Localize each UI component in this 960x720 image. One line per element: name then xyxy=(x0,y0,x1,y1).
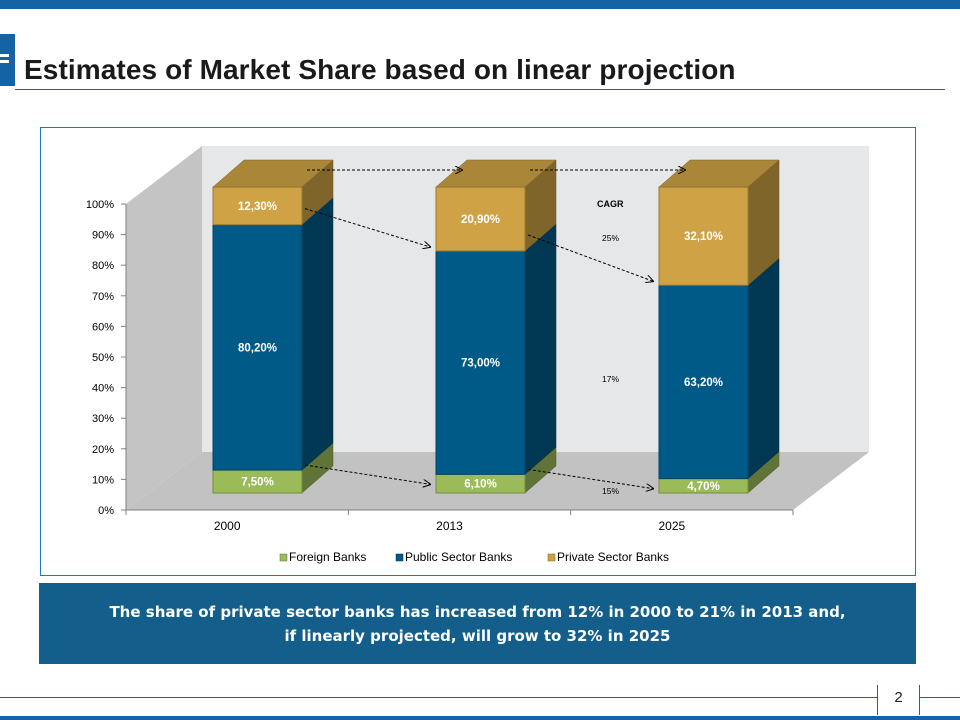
bar-side-face xyxy=(747,257,780,480)
x-axis: 2000 2013 2025 xyxy=(125,509,794,533)
data-label: 6,10% xyxy=(464,479,497,491)
legend-label: Foreign Banks xyxy=(289,550,366,564)
arrow-public xyxy=(527,234,653,281)
legend-label: Public Sector Banks xyxy=(405,550,512,564)
y-tick-label: 50% xyxy=(92,352,114,364)
data-label: 80,20% xyxy=(238,342,277,354)
bar-public-sector-banks-2025: 63,20% xyxy=(658,257,780,480)
chart-legend: Foreign Banks Public Sector Banks Private … xyxy=(279,550,669,564)
data-label: 12,30% xyxy=(238,201,277,213)
summary-callout: The share of private sector banks has in… xyxy=(39,583,916,664)
data-label: 73,00% xyxy=(461,358,500,370)
bar-side-face xyxy=(524,223,557,475)
legend-item-foreign-banks: Foreign Banks xyxy=(279,550,366,564)
trend-arrows xyxy=(304,170,685,489)
title-marker-icon xyxy=(0,34,15,86)
bar-front-face xyxy=(212,224,303,471)
callout-line-2: if linearly projected, will grow to 32% … xyxy=(284,626,671,645)
slide-title: Estimates of Market Share based on linea… xyxy=(24,54,736,85)
data-label: 4,70% xyxy=(687,481,720,493)
data-label: 20,90% xyxy=(461,214,500,226)
bar-private-sector-banks-2000: 12,30% xyxy=(212,159,334,226)
data-label: 7,50% xyxy=(241,477,274,489)
y-tick-label: 30% xyxy=(92,413,114,425)
left-wall xyxy=(126,146,202,510)
bar-front-face xyxy=(658,186,749,286)
bar-top-face xyxy=(212,159,334,188)
y-tick-label: 40% xyxy=(92,383,114,395)
x-tick-label: 2000 xyxy=(214,519,241,533)
cagr-private: 25% xyxy=(602,233,619,243)
cagr-foreign: 15% xyxy=(602,486,619,496)
data-label: 32,10% xyxy=(684,231,723,243)
legend-swatch xyxy=(547,553,556,562)
y-tick-label: 10% xyxy=(92,474,114,486)
bar-foreign-banks-2025: 4,70% xyxy=(658,451,780,494)
arrow-public xyxy=(304,208,430,247)
y-tick-label: 0% xyxy=(98,505,114,517)
arrow-foreign xyxy=(527,468,653,488)
bar-public-sector-banks-2013: 73,00% xyxy=(435,223,557,475)
page-number-box: 2 xyxy=(877,685,920,715)
cagr-annotations: CAGR 25% 17% 15% xyxy=(597,199,624,496)
y-tick-label: 70% xyxy=(92,291,114,303)
x-tick-label: 2025 xyxy=(658,519,685,533)
legend-swatch xyxy=(279,553,288,562)
cagr-title: CAGR xyxy=(597,199,624,209)
y-tick-label: 60% xyxy=(92,321,114,333)
bar-private-sector-banks-2013: 20,90% xyxy=(435,159,557,252)
arrow-foreign xyxy=(304,464,430,484)
bar-foreign-banks-2000: 7,50% xyxy=(212,442,334,494)
data-label: 63,20% xyxy=(684,377,723,389)
legend-item-public-sector-banks: Public Sector Banks xyxy=(395,550,512,564)
y-tick-label: 20% xyxy=(92,444,114,456)
y-tick-label: 100% xyxy=(86,199,114,211)
bar-foreign-banks-2013: 6,10% xyxy=(435,446,557,494)
callout-line-1: The share of private sector banks has in… xyxy=(109,602,846,621)
bar-public-sector-banks-2000: 80,20% xyxy=(212,197,334,471)
page-number: 2 xyxy=(894,689,903,706)
legend-swatch xyxy=(395,553,404,562)
legend-label: Private Sector Banks xyxy=(557,550,669,564)
footer-bar xyxy=(0,716,960,720)
chart-frame: 0% 10% 20% 30% 40% 50% 60% 70% 80% 90% 100% 2000 20… xyxy=(40,127,916,576)
bar-private-sector-banks-2025: 32,10% xyxy=(658,159,780,286)
stacked-bar-chart: 0%10%20%30%40%50%60%70%80%90%100% 2000 20… xyxy=(86,146,869,564)
legend-item-private-sector-banks: Private Sector Banks xyxy=(547,550,669,564)
y-tick-label: 80% xyxy=(92,260,114,272)
x-tick-label: 2013 xyxy=(436,519,463,533)
bar-front-face xyxy=(435,250,526,475)
bar-side-face xyxy=(301,197,334,471)
bar-front-face xyxy=(658,284,749,480)
cagr-public: 17% xyxy=(602,374,619,384)
y-axis: 0% 10% 20% 30% 40% 50% 60% 70% 80% 90% 100% xyxy=(86,199,127,517)
footer-divider xyxy=(0,697,960,698)
title-divider xyxy=(15,89,945,90)
top-accent-bar xyxy=(0,0,960,9)
y-tick-label: 90% xyxy=(92,230,114,242)
bar-series: 7,50% 80,20% 12,30% 6,10% 73,00% 20,90% 4,70% 6… xyxy=(212,159,780,494)
bar-front-face xyxy=(435,186,526,252)
